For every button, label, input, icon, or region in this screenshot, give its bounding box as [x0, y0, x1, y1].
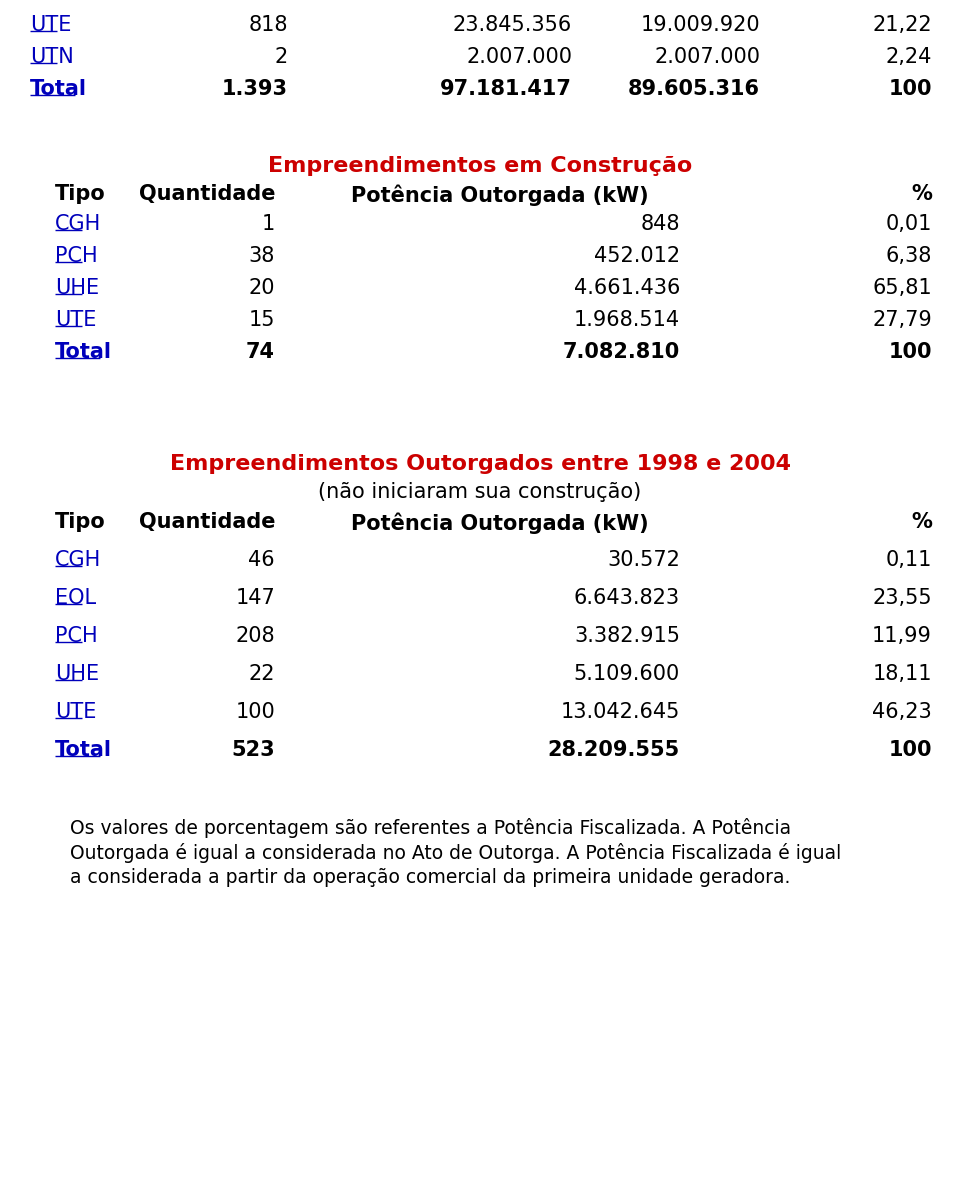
- Text: CGH: CGH: [55, 214, 101, 234]
- Text: EOL: EOL: [55, 588, 96, 608]
- Text: 100: 100: [889, 78, 932, 99]
- Text: Tipo: Tipo: [55, 512, 106, 532]
- Text: UTN: UTN: [30, 48, 74, 67]
- Text: 0,11: 0,11: [886, 550, 932, 570]
- Text: 2,24: 2,24: [886, 48, 932, 67]
- Text: Potência Outorgada (kW): Potência Outorgada (kW): [351, 184, 649, 206]
- Text: Total: Total: [55, 740, 112, 760]
- Text: 30.572: 30.572: [607, 550, 680, 570]
- Text: PCH: PCH: [55, 626, 98, 646]
- Text: 5.109.600: 5.109.600: [574, 664, 680, 684]
- Text: Total: Total: [30, 78, 87, 99]
- Text: 6,38: 6,38: [886, 246, 932, 266]
- Text: 23,55: 23,55: [873, 588, 932, 608]
- Text: 46,23: 46,23: [873, 702, 932, 722]
- Text: 18,11: 18,11: [873, 664, 932, 684]
- Text: Total: Total: [55, 342, 112, 362]
- Text: 65,81: 65,81: [873, 278, 932, 298]
- Text: 6.643.823: 6.643.823: [574, 588, 680, 608]
- Text: 74: 74: [246, 342, 275, 362]
- Text: 19.009.920: 19.009.920: [640, 15, 760, 34]
- Text: 23.845.356: 23.845.356: [453, 15, 572, 34]
- Text: 208: 208: [235, 626, 275, 646]
- Text: Outorgada é igual a considerada no Ato de Outorga. A Potência Fiscalizada é igua: Outorgada é igual a considerada no Ato d…: [70, 843, 841, 862]
- Text: 1: 1: [262, 214, 275, 234]
- Text: 147: 147: [235, 588, 275, 608]
- Text: %: %: [911, 512, 932, 532]
- Text: 452.012: 452.012: [594, 246, 680, 266]
- Text: UTE: UTE: [55, 702, 96, 722]
- Text: 2.007.000: 2.007.000: [466, 48, 572, 67]
- Text: 1.393: 1.393: [222, 78, 288, 99]
- Text: Quantidade: Quantidade: [138, 184, 275, 204]
- Text: Empreendimentos Outorgados entre 1998 e 2004: Empreendimentos Outorgados entre 1998 e …: [170, 454, 790, 474]
- Text: CGH: CGH: [55, 550, 101, 570]
- Text: 2.007.000: 2.007.000: [654, 48, 760, 67]
- Text: 100: 100: [889, 342, 932, 362]
- Text: a considerada a partir da operação comercial da primeira unidade geradora.: a considerada a partir da operação comer…: [70, 868, 790, 887]
- Text: 7.082.810: 7.082.810: [563, 342, 680, 362]
- Text: Os valores de porcentagem são referentes a Potência Fiscalizada. A Potência: Os valores de porcentagem são referentes…: [70, 819, 791, 838]
- Text: 13.042.645: 13.042.645: [561, 702, 680, 722]
- Text: %: %: [911, 184, 932, 204]
- Text: Quantidade: Quantidade: [138, 512, 275, 532]
- Text: 97.181.417: 97.181.417: [440, 78, 572, 99]
- Text: Tipo: Tipo: [55, 184, 106, 204]
- Text: 27,79: 27,79: [873, 310, 932, 330]
- Text: 20: 20: [249, 278, 275, 298]
- Text: 22: 22: [249, 664, 275, 684]
- Text: 1.968.514: 1.968.514: [574, 310, 680, 330]
- Text: 3.382.915: 3.382.915: [574, 626, 680, 646]
- Text: Empreendimentos em Construção: Empreendimentos em Construção: [268, 156, 692, 176]
- Text: UHE: UHE: [55, 664, 99, 684]
- Text: UTE: UTE: [30, 15, 71, 34]
- Text: 4.661.436: 4.661.436: [574, 278, 680, 298]
- Text: 28.209.555: 28.209.555: [548, 740, 680, 760]
- Text: 523: 523: [231, 740, 275, 760]
- Text: 848: 848: [640, 214, 680, 234]
- Text: 2: 2: [275, 48, 288, 67]
- Text: 11,99: 11,99: [872, 626, 932, 646]
- Text: 100: 100: [235, 702, 275, 722]
- Text: 21,22: 21,22: [873, 15, 932, 34]
- Text: 818: 818: [249, 15, 288, 34]
- Text: Potência Outorgada (kW): Potência Outorgada (kW): [351, 512, 649, 533]
- Text: UTE: UTE: [55, 310, 96, 330]
- Text: UHE: UHE: [55, 278, 99, 298]
- Text: 100: 100: [889, 740, 932, 760]
- Text: 15: 15: [249, 310, 275, 330]
- Text: 38: 38: [249, 246, 275, 266]
- Text: 46: 46: [249, 550, 275, 570]
- Text: 89.605.316: 89.605.316: [628, 78, 760, 99]
- Text: (não iniciaram sua construção): (não iniciaram sua construção): [319, 482, 641, 503]
- Text: 0,01: 0,01: [886, 214, 932, 234]
- Text: PCH: PCH: [55, 246, 98, 266]
